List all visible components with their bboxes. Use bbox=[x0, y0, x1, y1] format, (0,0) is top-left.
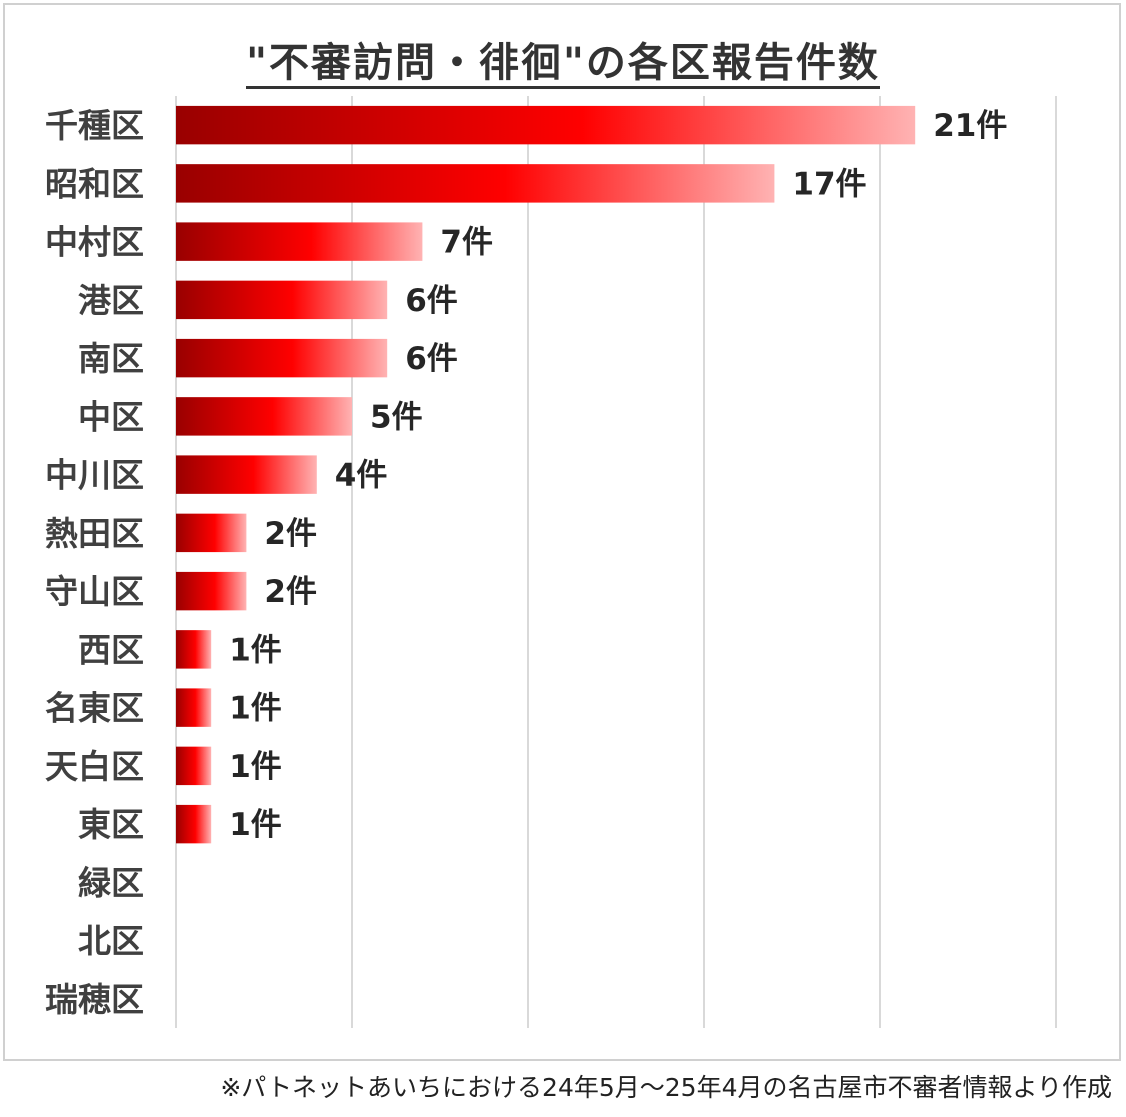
bar bbox=[176, 222, 423, 261]
category-label: 瑞穂区 bbox=[45, 980, 144, 1019]
category-label: 中村区 bbox=[45, 223, 144, 262]
bar bbox=[176, 105, 916, 145]
category-label: 千種区 bbox=[45, 106, 144, 145]
category-label: 緑区 bbox=[78, 863, 144, 902]
category-label: 北区 bbox=[78, 922, 144, 961]
bar bbox=[176, 397, 352, 436]
data-label: 4件 bbox=[335, 458, 388, 494]
bar bbox=[176, 455, 317, 494]
category-label: 守山区 bbox=[45, 572, 144, 611]
category-label: 中区 bbox=[78, 397, 144, 436]
data-label: 1件 bbox=[229, 749, 282, 785]
data-label: 5件 bbox=[370, 399, 423, 435]
bar bbox=[176, 630, 212, 669]
category-label: 名東区 bbox=[45, 689, 144, 728]
category-label: 南区 bbox=[78, 339, 144, 378]
category-label: 昭和区 bbox=[45, 164, 144, 203]
data-label: 17件 bbox=[792, 166, 866, 202]
bar bbox=[176, 280, 388, 320]
data-label: 6件 bbox=[405, 341, 458, 377]
bar bbox=[176, 164, 775, 203]
category-label: 天白区 bbox=[45, 747, 144, 786]
bar bbox=[176, 804, 212, 844]
data-label: 1件 bbox=[229, 691, 282, 727]
category-label: 西区 bbox=[78, 630, 144, 669]
data-label: 1件 bbox=[229, 807, 282, 843]
category-label: 中川区 bbox=[45, 456, 144, 495]
bar bbox=[176, 571, 247, 611]
data-label: 2件 bbox=[264, 516, 317, 552]
chart-title: "不審訪問・徘徊"の各区報告件数 bbox=[0, 30, 1126, 89]
data-label: 6件 bbox=[405, 283, 458, 319]
bar bbox=[176, 338, 388, 378]
data-label: 7件 bbox=[440, 225, 493, 261]
data-label: 2件 bbox=[264, 574, 317, 610]
bar bbox=[176, 746, 212, 786]
category-label: 港区 bbox=[78, 281, 144, 320]
bar bbox=[176, 513, 247, 553]
bar bbox=[176, 688, 212, 727]
data-label: 1件 bbox=[229, 632, 282, 668]
data-label: 21件 bbox=[933, 108, 1007, 144]
category-label: 熱田区 bbox=[45, 514, 144, 553]
footnote: ※パトネットあいちにおける24年5月～25年4月の名古屋市不審者情報より作成 bbox=[220, 1073, 1112, 1102]
category-label: 東区 bbox=[78, 805, 144, 844]
